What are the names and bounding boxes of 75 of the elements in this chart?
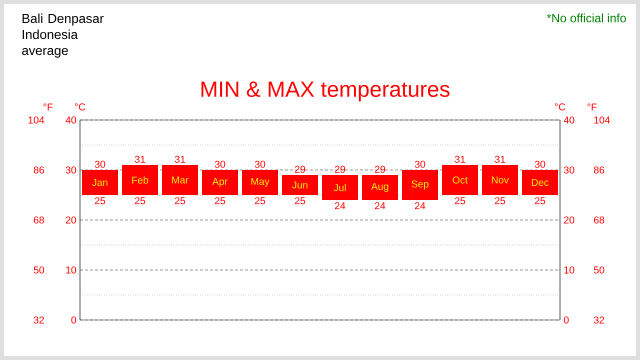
bar	[362, 175, 398, 200]
annotation: 30	[254, 160, 266, 168]
chart-title: MIN & MAX temperatures	[201, 82, 450, 102]
annotation: 31	[454, 156, 466, 163]
x-tick-label: Sep	[412, 180, 428, 190]
y-tick-label: 40	[66, 116, 76, 124]
annotation: 25	[454, 197, 466, 204]
bar	[122, 165, 158, 195]
y-axis-title: °C	[74, 103, 86, 110]
text: *No official info	[546, 14, 626, 22]
bar	[522, 170, 558, 195]
y3-axis-title: °F	[44, 103, 53, 110]
y-tick-label: 20	[66, 216, 76, 224]
y3-tick-label: 50	[34, 266, 44, 274]
y2-axis-title: °C	[554, 103, 566, 110]
annotation: 31	[134, 156, 146, 163]
x-tick-label: Feb	[132, 176, 148, 184]
bar	[202, 170, 238, 195]
annotation: 31	[494, 156, 506, 163]
annotation: 25	[94, 197, 106, 204]
text: 86	[594, 166, 604, 174]
annotation: 25	[494, 197, 506, 204]
y3-tick-label: 68	[34, 216, 44, 224]
bar	[402, 170, 438, 200]
annotation: 24	[414, 202, 426, 210]
text: 104	[594, 116, 610, 124]
x-tick-label: Dec	[532, 179, 549, 186]
y3-tick-label: 86	[34, 166, 44, 174]
x-tick-label: Jan	[92, 179, 108, 186]
annotation: 25	[534, 197, 546, 204]
bar	[442, 165, 478, 195]
y-tick-label: 10	[66, 266, 76, 274]
y3-tick-label: 104	[28, 116, 44, 124]
x-tick-label: May	[251, 178, 270, 187]
annotation: 29	[334, 166, 346, 173]
annotation: 25	[254, 197, 266, 204]
annotation: 30	[414, 160, 426, 168]
text: 32	[594, 316, 604, 324]
chart-subtitle: Bali Denpasar Indonesia average	[22, 14, 104, 58]
text: 50	[594, 266, 604, 274]
y2-tick-label: 0	[564, 316, 569, 324]
y2-tick-label: 40	[564, 116, 574, 124]
x-tick-label: Mar	[172, 176, 188, 184]
annotation: 24	[374, 202, 386, 210]
annotation: 29	[374, 166, 386, 173]
text: °F	[588, 103, 597, 110]
annotation: 29	[294, 166, 306, 173]
y-tick-label: 0	[71, 316, 76, 324]
x-tick-label: Jul	[334, 184, 346, 192]
x-tick-label: Jun	[292, 182, 308, 188]
x-tick-label: Oct	[452, 176, 468, 184]
annotation: 25	[174, 197, 186, 204]
y2-tick-label: 30	[564, 166, 574, 174]
annotation: 31	[174, 156, 186, 163]
annotation: 25	[294, 197, 306, 204]
annotation: 25	[214, 197, 226, 204]
y2-tick-label: 10	[564, 266, 574, 274]
text: 68	[594, 216, 604, 224]
bar	[242, 170, 278, 195]
bar	[322, 175, 358, 200]
annotation: 24	[334, 202, 346, 210]
y-tick-label: 30	[66, 166, 76, 174]
annotation: 30	[94, 160, 106, 168]
x-tick-label: Aug	[371, 183, 388, 192]
y3-tick-label: 32	[34, 316, 44, 324]
bar	[482, 165, 518, 195]
bar	[82, 170, 118, 195]
x-tick-label: Apr	[212, 178, 228, 187]
annotation: 25	[134, 197, 146, 204]
bar	[162, 165, 198, 195]
annotation: 30	[214, 160, 226, 168]
y2-tick-label: 20	[564, 216, 574, 224]
bar	[282, 175, 318, 195]
x-tick-label: Nov	[492, 176, 509, 184]
annotation: 30	[534, 160, 546, 168]
